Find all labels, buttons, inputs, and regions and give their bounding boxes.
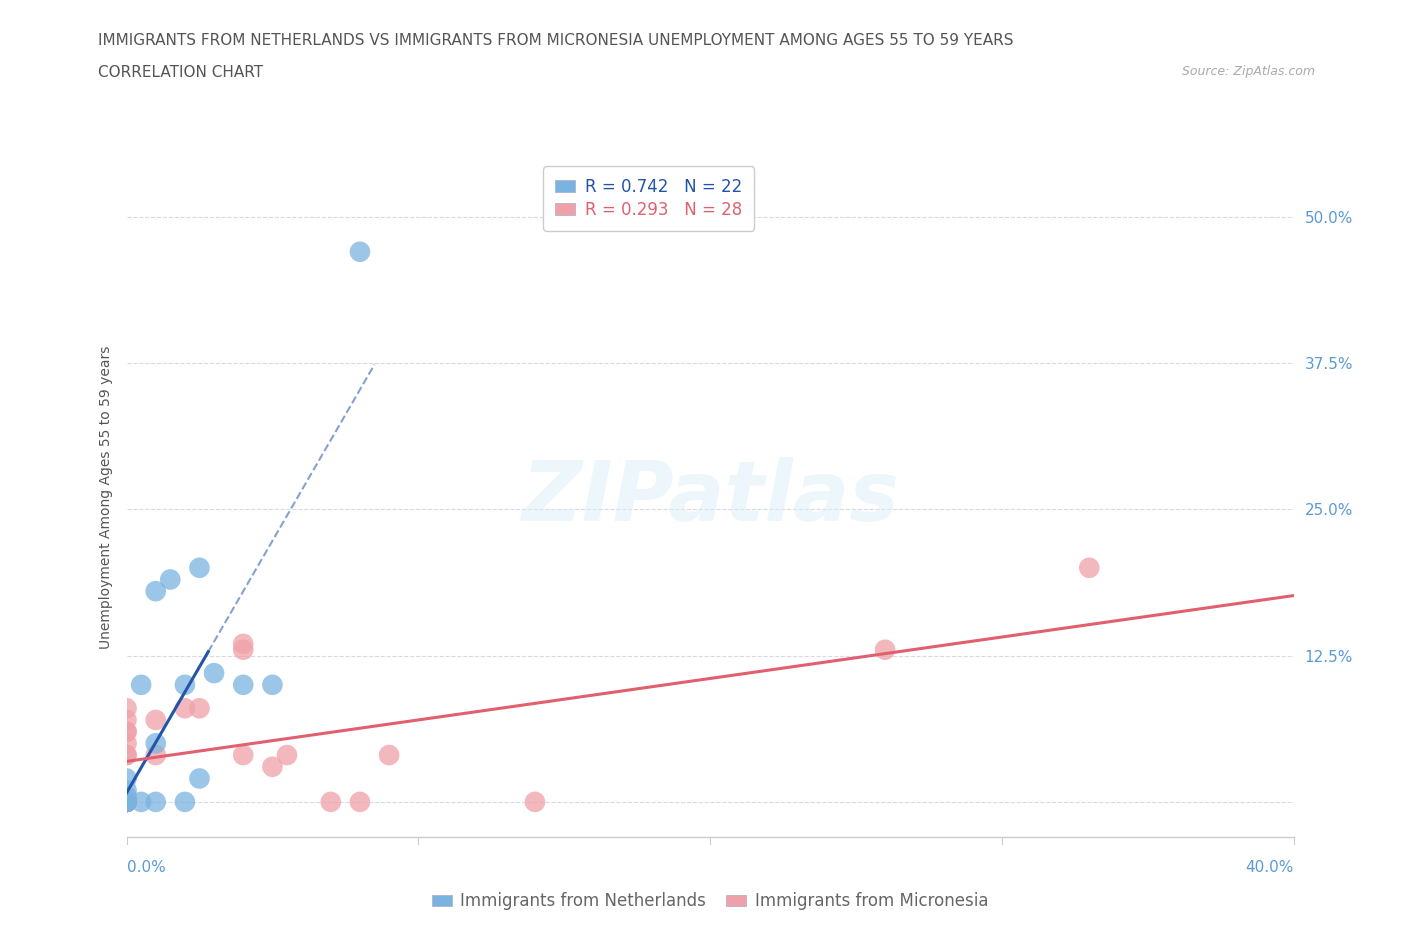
Point xyxy=(145,794,167,809)
Point xyxy=(115,794,138,809)
Point xyxy=(129,677,152,692)
Point xyxy=(276,748,298,763)
Point xyxy=(115,794,138,809)
Point xyxy=(115,724,138,739)
Point xyxy=(115,794,138,809)
Point xyxy=(115,794,138,809)
Y-axis label: Unemployment Among Ages 55 to 59 years: Unemployment Among Ages 55 to 59 years xyxy=(98,346,112,649)
Point xyxy=(202,666,225,681)
Point xyxy=(262,759,284,774)
Text: 40.0%: 40.0% xyxy=(1246,860,1294,875)
Point xyxy=(115,783,138,798)
Point xyxy=(145,584,167,599)
Point xyxy=(115,748,138,763)
Point xyxy=(232,677,254,692)
Point xyxy=(875,643,897,658)
Legend: Immigrants from Netherlands, Immigrants from Micronesia: Immigrants from Netherlands, Immigrants … xyxy=(426,885,994,917)
Point xyxy=(115,794,138,809)
Text: IMMIGRANTS FROM NETHERLANDS VS IMMIGRANTS FROM MICRONESIA UNEMPLOYMENT AMONG AGE: IMMIGRANTS FROM NETHERLANDS VS IMMIGRANT… xyxy=(98,33,1014,47)
Point xyxy=(115,736,138,751)
Point xyxy=(145,748,167,763)
Point xyxy=(159,572,181,587)
Point xyxy=(188,701,211,716)
Text: 0.0%: 0.0% xyxy=(127,860,166,875)
Point xyxy=(129,794,152,809)
Point xyxy=(232,643,254,658)
Text: CORRELATION CHART: CORRELATION CHART xyxy=(98,65,263,80)
Point xyxy=(115,794,138,809)
Point xyxy=(174,701,197,716)
Point xyxy=(115,794,138,809)
Point xyxy=(115,712,138,727)
Point xyxy=(349,794,371,809)
Point xyxy=(378,748,401,763)
Point xyxy=(115,771,138,786)
Point xyxy=(145,736,167,751)
Point xyxy=(349,245,371,259)
Point xyxy=(319,794,342,809)
Point xyxy=(145,712,167,727)
Point xyxy=(115,794,138,809)
Text: Source: ZipAtlas.com: Source: ZipAtlas.com xyxy=(1181,65,1315,78)
Point xyxy=(232,636,254,651)
Point xyxy=(115,794,138,809)
Point xyxy=(188,771,211,786)
Point xyxy=(115,794,138,809)
Point xyxy=(524,794,547,809)
Point xyxy=(174,794,197,809)
Point xyxy=(115,748,138,763)
Point xyxy=(115,701,138,716)
Point xyxy=(115,724,138,739)
Point xyxy=(262,677,284,692)
Text: ZIPatlas: ZIPatlas xyxy=(522,457,898,538)
Point xyxy=(232,748,254,763)
Point xyxy=(115,794,138,809)
Point xyxy=(115,789,138,804)
Point xyxy=(174,677,197,692)
Point xyxy=(1078,561,1101,576)
Point xyxy=(188,561,211,576)
